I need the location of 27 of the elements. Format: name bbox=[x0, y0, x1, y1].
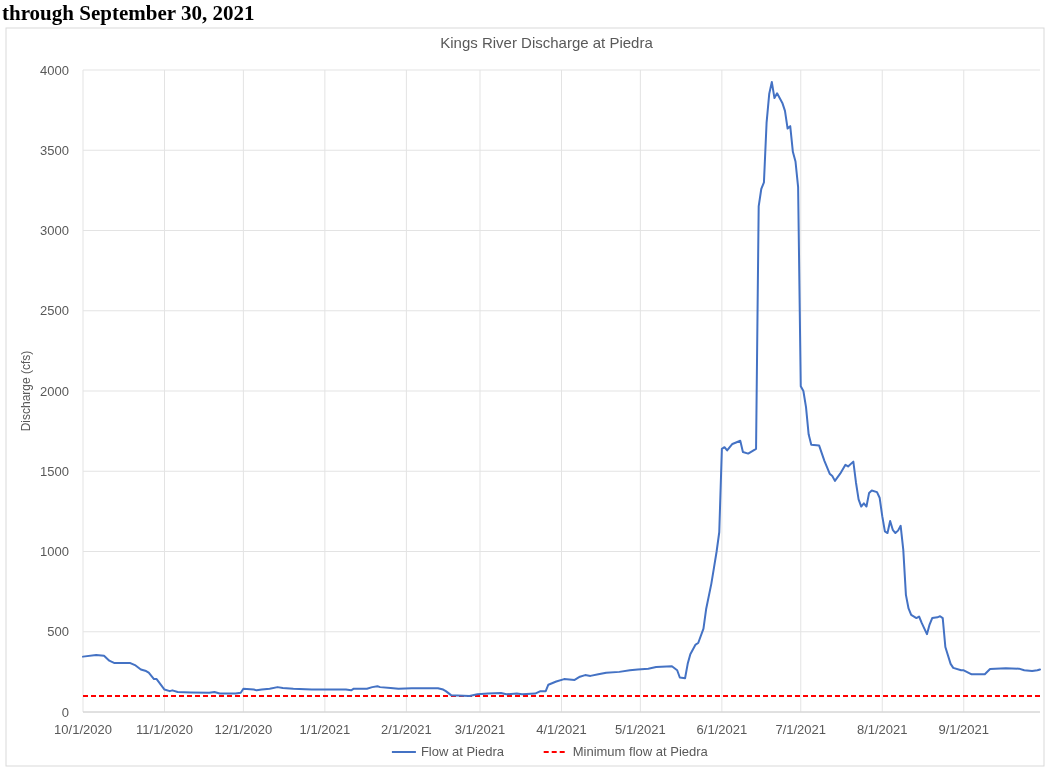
x-tick-label: 5/1/2021 bbox=[615, 722, 666, 737]
x-tick-label: 10/1/2020 bbox=[54, 722, 112, 737]
legend-label: Flow at Piedra bbox=[420, 744, 505, 759]
x-tick-label: 12/1/2020 bbox=[214, 722, 273, 737]
x-tick-label: 11/1/2020 bbox=[136, 722, 193, 737]
x-tick-label: 7/1/2021 bbox=[775, 722, 827, 737]
y-tick-label: 2500 bbox=[40, 303, 69, 319]
line-series bbox=[82, 81, 1041, 697]
y-tick-label: 2000 bbox=[40, 383, 69, 399]
x-tick-label: 8/1/2021 bbox=[856, 722, 908, 737]
y-tick-label: 3500 bbox=[40, 142, 69, 158]
y-tick-label: 500 bbox=[47, 624, 69, 640]
x-tick-label: 9/1/2021 bbox=[938, 722, 990, 737]
x-tick-label: 3/1/2021 bbox=[454, 722, 506, 737]
y-tick-label: 4000 bbox=[40, 62, 69, 78]
x-tick-label: 2/1/2021 bbox=[381, 722, 432, 737]
y-tick-label: 1000 bbox=[40, 544, 69, 560]
x-tick-label: 4/1/2021 bbox=[536, 722, 587, 737]
y-tick-label: 3000 bbox=[40, 223, 69, 239]
text: through September 30, 2021 bbox=[2, 1, 255, 25]
legend-label: Minimum flow at Piedra bbox=[572, 744, 709, 759]
y-tick-label: 1500 bbox=[40, 463, 69, 479]
x-tick-label: 6/1/2021 bbox=[696, 722, 748, 737]
chart-title: Kings River Discharge at Piedra bbox=[440, 34, 654, 51]
x-tick-label: 1/1/2021 bbox=[299, 722, 351, 737]
y-axis-title: Discharge (cfs) bbox=[19, 350, 33, 432]
y-tick-label: 0 bbox=[61, 704, 69, 720]
